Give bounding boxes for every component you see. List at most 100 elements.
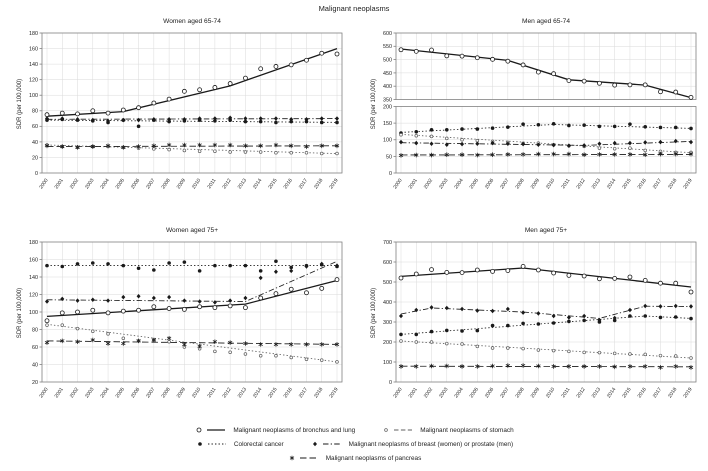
svg-text:150: 150 [383,121,392,127]
svg-text:2019: 2019 [328,387,339,400]
svg-text:2012: 2012 [222,178,233,191]
chart-women-65-74: 0 20 40 60 80 100 120 140 160 180 2000 2001 2002 2003… [29,31,343,191]
svg-text:20: 20 [32,380,38,386]
svg-text:400: 400 [383,84,392,90]
svg-text:2000: 2000 [38,387,49,400]
svg-text:2011: 2011 [560,178,571,190]
svg-text:60: 60 [32,124,38,130]
svg-text:2016: 2016 [283,178,294,191]
legend-row: Malignant neoplasms of bronchus and lung… [194,425,514,435]
svg-text:200: 200 [383,340,392,346]
pancreas-legend-icon [289,455,318,461]
legend-label: Malignant neoplasms of bronchus and lung [233,426,356,434]
svg-text:2002: 2002 [423,387,434,400]
svg-text:550: 550 [383,44,392,50]
panel-title: Women aged 65-74 [163,18,221,25]
svg-text:180: 180 [29,31,38,37]
svg-text:2019: 2019 [682,178,693,191]
svg-text:2001: 2001 [54,178,65,191]
svg-text:80: 80 [32,109,38,115]
svg-text:2008: 2008 [514,178,525,191]
svg-text:2003: 2003 [438,178,449,191]
svg-text:2016: 2016 [637,178,648,191]
svg-text:2014: 2014 [252,387,263,400]
svg-text:2016: 2016 [283,387,294,400]
panel-title: Men aged 65-74 [521,18,571,25]
svg-text:2010: 2010 [191,387,202,400]
legend-item-pancreas: Malignant neoplasms of pancreas [287,453,421,463]
svg-text:2007: 2007 [499,387,510,400]
chart-women-75plus: 20 40 60 80 100 120 140 160 180 2000 2001 2002 2003 2… [29,240,343,400]
svg-text:2012: 2012 [576,387,587,400]
svg-text:450: 450 [383,71,392,77]
legend-item-stomach: Malignant neoplasms of stomach [381,425,514,435]
y-axis-label: SDR (per 100,000) [371,78,377,130]
svg-text:400: 400 [383,300,392,306]
svg-text:2002: 2002 [69,387,80,400]
legend-row: Malignant neoplasms of pancreas [287,453,421,463]
svg-text:2011: 2011 [206,387,217,399]
panel-women-65-74: Women aged 65-74 SDR (per 100,000) 0 20 40… [12,17,348,217]
chart-men-75plus: 0 100 200 300 400 500 600 700 2000 2001 2002 2003 20… [383,240,697,400]
svg-text:2000: 2000 [392,178,403,191]
svg-text:2008: 2008 [514,387,525,400]
svg-text:2009: 2009 [530,178,541,191]
svg-text:2018: 2018 [313,387,324,400]
y-axis-label: SDR (per 100,000) [371,287,377,339]
breast-prostate-legend-icon [312,441,341,447]
panel-men-75plus: Men aged 75+ SDR (per 100,000) 0 100 200 30… [366,226,702,426]
svg-text:2012: 2012 [222,387,233,400]
y-axis-label: SDR (per 100,000) [17,287,23,339]
svg-text:2006: 2006 [130,178,141,191]
stomach-legend-icon [384,428,413,432]
svg-text:2007: 2007 [145,178,156,191]
svg-text:600: 600 [383,260,392,266]
svg-text:40: 40 [32,362,38,368]
svg-text:100: 100 [29,93,38,99]
svg-text:2005: 2005 [469,178,480,191]
svg-text:2009: 2009 [176,178,187,191]
svg-text:2006: 2006 [130,387,141,400]
svg-text:2017: 2017 [298,178,309,191]
bronchus-lung-legend-icon [196,427,226,433]
svg-text:2017: 2017 [298,387,309,400]
legend: Malignant neoplasms of bronchus and lung… [0,425,708,463]
svg-text:2005: 2005 [115,178,126,191]
svg-text:2001: 2001 [54,387,65,400]
svg-text:2017: 2017 [652,178,663,191]
svg-text:2019: 2019 [328,178,339,191]
svg-text:120: 120 [29,78,38,84]
svg-text:2005: 2005 [115,387,126,400]
svg-text:600: 600 [383,31,392,37]
svg-text:2018: 2018 [313,178,324,191]
svg-text:160: 160 [29,257,38,263]
svg-text:500: 500 [383,58,392,64]
svg-text:200: 200 [383,104,392,110]
svg-text:80: 80 [32,327,38,333]
svg-text:2013: 2013 [591,178,602,191]
svg-text:2008: 2008 [160,178,171,191]
svg-text:2000: 2000 [392,387,403,400]
svg-text:140: 140 [29,62,38,68]
legend-item-breast-prostate: Malignant neoplasms of breast (women) or… [310,439,513,449]
svg-text:500: 500 [383,280,392,286]
panel-men-65-74: Men aged 65-74 SDR (per 100,000) 350 400 4… [366,17,702,217]
svg-text:2011: 2011 [560,387,571,399]
svg-text:700: 700 [383,240,392,246]
svg-text:350: 350 [383,97,392,103]
svg-text:160: 160 [29,46,38,52]
svg-text:2013: 2013 [237,387,248,400]
svg-text:300: 300 [383,320,392,326]
svg-text:2004: 2004 [453,178,464,191]
panel-title: Women aged 75+ [165,227,219,234]
svg-text:2013: 2013 [237,178,248,191]
svg-text:2018: 2018 [667,387,678,400]
svg-text:2015: 2015 [267,178,278,191]
svg-text:100: 100 [383,360,392,366]
legend-label: Colorectal cancer [233,440,284,448]
panel-title: Men aged 75+ [524,227,568,234]
svg-text:2019: 2019 [682,387,693,400]
svg-text:0: 0 [35,171,38,177]
svg-text:2000: 2000 [38,178,49,191]
svg-text:2014: 2014 [606,178,617,191]
